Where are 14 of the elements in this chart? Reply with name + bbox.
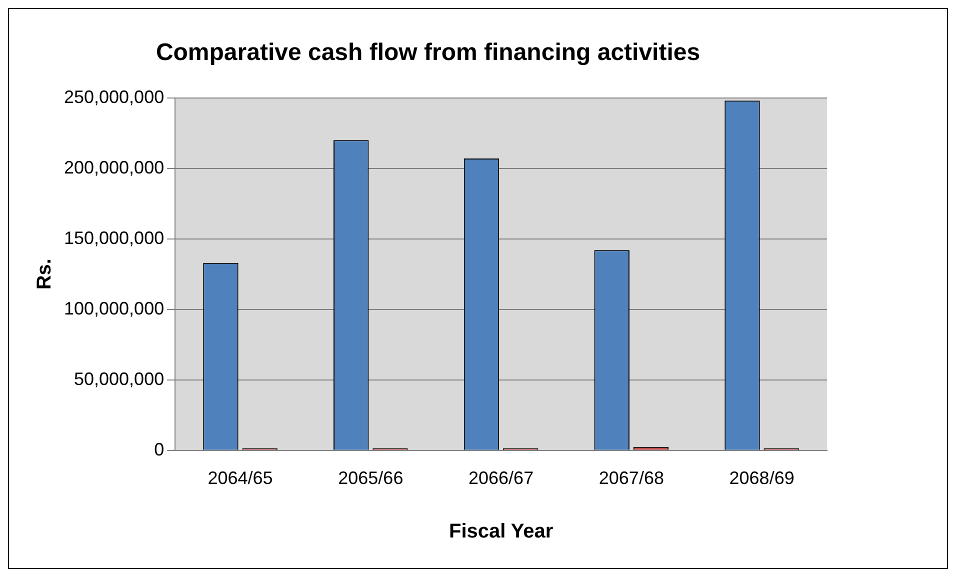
y-tick-label: 50,000,000 — [74, 368, 164, 389]
x-tick-label: 2066/67 — [468, 468, 534, 488]
y-tick-label: 200,000,000 — [64, 157, 164, 178]
y-tick-label: 0 — [154, 439, 164, 460]
x-tick-label: 2068/69 — [729, 468, 794, 488]
y-tick-label: 150,000,000 — [64, 228, 164, 248]
chart-title: Comparative cash flow from financing activities — [156, 39, 700, 66]
y-axis-title: Rs. — [34, 258, 56, 290]
x-tick-label: 2067/68 — [598, 468, 664, 488]
x-tick-label: 2065/66 — [338, 468, 404, 488]
x-axis-title: Fiscal Year — [448, 520, 554, 543]
y-tick-label: 250,000,000 — [64, 86, 164, 107]
y-tick-label: 100,000,000 — [64, 298, 164, 318]
x-tick-label: 2064/65 — [208, 468, 273, 488]
